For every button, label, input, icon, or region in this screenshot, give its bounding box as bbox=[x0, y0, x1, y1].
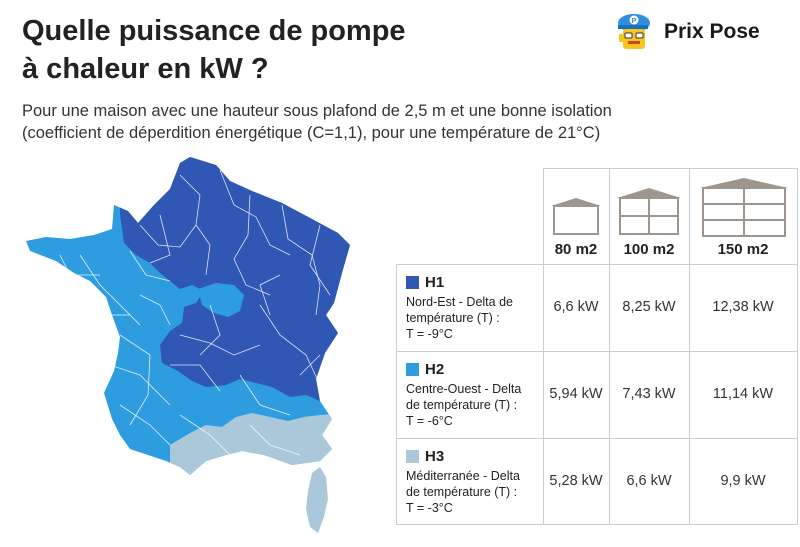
zone-h2-swatch bbox=[406, 363, 419, 376]
brand-name: Prix Pose bbox=[664, 20, 760, 43]
subtitle-line-1: Pour une maison avec une hauteur sous pl… bbox=[22, 102, 612, 120]
size-label-150: 150 m2 bbox=[717, 241, 769, 258]
table-border bbox=[396, 264, 397, 525]
house-80-icon bbox=[551, 198, 601, 235]
page-title: Quelle puissance de pompe à chaleur en k… bbox=[22, 12, 406, 88]
zone-h2-code: H2 bbox=[425, 361, 445, 378]
zone-h1-description: Nord-Est - Delta de température (T) : T … bbox=[406, 294, 544, 342]
zone-h1-desc-3: T = -9°C bbox=[406, 327, 453, 341]
zone-h1-swatch bbox=[406, 276, 419, 289]
table-border bbox=[797, 168, 798, 525]
subtitle: Pour une maison avec une hauteur sous pl… bbox=[22, 100, 722, 144]
h3-150-value: 9,9 kW bbox=[720, 473, 766, 489]
zone-h2-desc-3: T = -6°C bbox=[406, 414, 453, 428]
zone-h1-desc-2: température (T) : bbox=[406, 311, 500, 325]
table-border bbox=[396, 524, 798, 525]
department-borders bbox=[59, 169, 331, 456]
title-line-1: Quelle puissance de pompe bbox=[22, 15, 406, 47]
h1-150-value: 12,38 kW bbox=[712, 299, 774, 315]
zone-h2-desc-1: Centre-Ouest - Delta bbox=[406, 382, 522, 396]
h2-80-value: 5,94 kW bbox=[549, 386, 603, 402]
brand-logo: P Prix Pose bbox=[612, 10, 760, 54]
zone-h3-code: H3 bbox=[425, 448, 445, 465]
zone-h3-area bbox=[170, 413, 350, 475]
zone-h1-header: H1 bbox=[406, 274, 444, 291]
zone-h3-swatch bbox=[406, 450, 419, 463]
table-border bbox=[543, 168, 798, 169]
zone-h2-header: H2 bbox=[406, 361, 444, 378]
zone-h3-desc-3: T = -3°C bbox=[406, 501, 453, 515]
size-label-80: 80 m2 bbox=[554, 241, 598, 258]
subtitle-line-2: (coefficient de déperdition énergétique … bbox=[22, 124, 601, 142]
h2-100-value: 7,43 kW bbox=[622, 386, 676, 402]
zone-h2-description: Centre-Ouest - Delta de température (T) … bbox=[406, 381, 544, 429]
table-border bbox=[396, 264, 798, 265]
zone-h3-desc-2: de température (T) : bbox=[406, 485, 518, 499]
zone-h2-desc-2: de température (T) : bbox=[406, 398, 518, 412]
table-border bbox=[543, 168, 544, 525]
power-table: 80 m2 100 m2 150 m2 H1 Nord-Est - Delta … bbox=[396, 168, 798, 525]
zone-h1-code: H1 bbox=[425, 274, 445, 291]
h3-80-value: 5,28 kW bbox=[549, 473, 603, 489]
house-150-icon bbox=[700, 178, 788, 237]
table-border bbox=[689, 168, 690, 525]
h3-100-value: 6,6 kW bbox=[626, 473, 672, 489]
title-line-2: à chaleur en kW ? bbox=[22, 53, 269, 85]
zone-h3-header: H3 bbox=[406, 448, 444, 465]
h2-150-value: 11,14 kW bbox=[712, 386, 774, 402]
house-100-icon bbox=[617, 188, 681, 235]
svg-text:P: P bbox=[632, 18, 637, 25]
table-border bbox=[396, 438, 798, 439]
table-border bbox=[396, 351, 798, 352]
zone-h1-area bbox=[120, 157, 350, 401]
table-border bbox=[609, 168, 610, 525]
zone-h2-enclave bbox=[198, 283, 244, 317]
h1-80-value: 6,6 kW bbox=[553, 299, 599, 315]
france-climate-zone-map bbox=[26, 157, 350, 533]
h1-100-value: 8,25 kW bbox=[622, 299, 676, 315]
zone-h3-desc-1: Méditerranée - Delta bbox=[406, 469, 520, 483]
zone-h3-description: Méditerranée - Delta de température (T) … bbox=[406, 468, 544, 516]
mascot-icon: P bbox=[618, 14, 650, 49]
corsica bbox=[306, 467, 328, 533]
size-label-100: 100 m2 bbox=[623, 241, 675, 258]
zone-h1-desc-1: Nord-Est - Delta de bbox=[406, 295, 513, 309]
